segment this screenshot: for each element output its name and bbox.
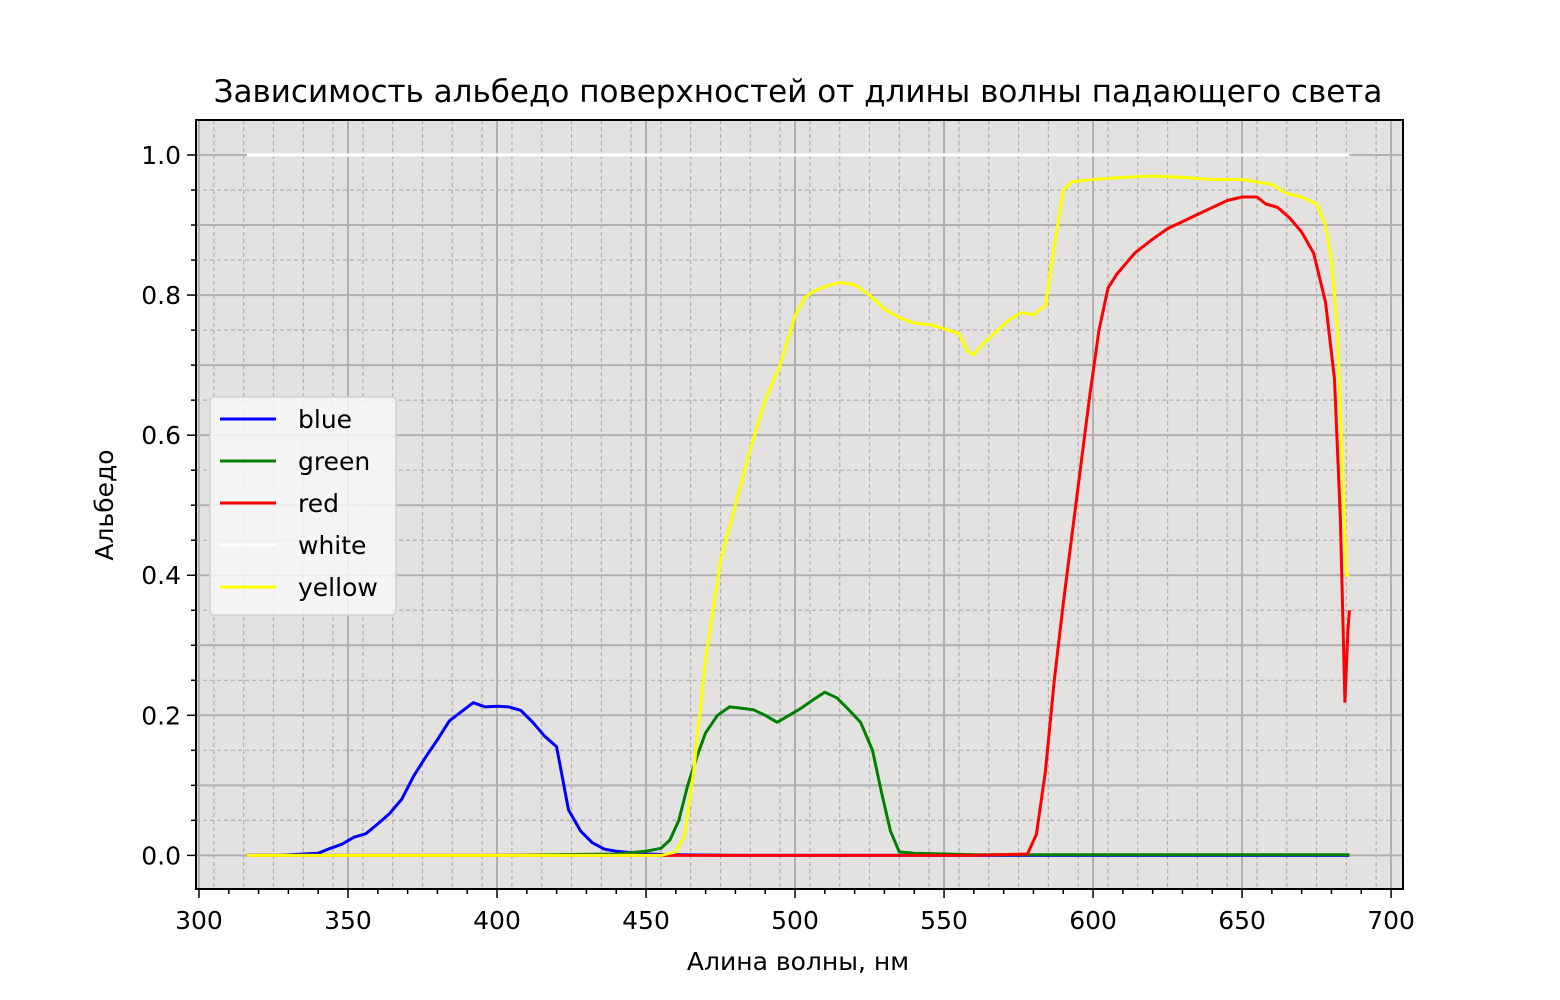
legend-label-green: green <box>298 447 370 476</box>
x-tick-label: 650 <box>1218 906 1266 935</box>
y-tick-label: 0.8 <box>141 281 181 310</box>
x-tick-label: 700 <box>1367 906 1415 935</box>
legend-label-blue: blue <box>298 405 352 434</box>
legend-label-red: red <box>298 489 339 518</box>
major-grid <box>196 120 1403 889</box>
x-tick-label: 450 <box>622 906 670 935</box>
y-tick-label: 1.0 <box>141 141 181 170</box>
x-axis-label: Алина волны, нм <box>687 947 909 976</box>
x-tick-label: 500 <box>771 906 819 935</box>
legend-box <box>209 396 397 616</box>
x-tick-label: 550 <box>920 906 968 935</box>
y-axis-label: Альбедо <box>90 449 119 560</box>
minor-grid <box>196 120 1403 889</box>
x-axis: 300 350 400 450 500 550 600 650 700 <box>175 889 1415 935</box>
series-line-red <box>246 195 1351 857</box>
legend-label-yellow: yellow <box>298 573 378 602</box>
legend-label-white: white <box>298 531 366 560</box>
x-tick-label: 400 <box>473 906 521 935</box>
chart-title: Зависимость альбедо поверхностей от длин… <box>214 74 1383 110</box>
y-tick-label: 0.0 <box>141 841 181 870</box>
x-tick-label: 350 <box>324 906 372 935</box>
series-line-green <box>246 690 1350 857</box>
y-tick-label: 0.2 <box>141 701 181 730</box>
series-line-yellow <box>246 174 1350 857</box>
x-tick-label: 600 <box>1069 906 1117 935</box>
y-axis: 0.0 0.2 0.4 0.6 0.8 1.0 <box>141 141 196 870</box>
y-tick-label: 0.4 <box>141 561 181 590</box>
series-layer <box>246 153 1351 857</box>
y-tick-label: 0.6 <box>141 421 181 450</box>
x-tick-label: 300 <box>175 906 223 935</box>
legend: blue green red white yellow <box>209 396 397 616</box>
